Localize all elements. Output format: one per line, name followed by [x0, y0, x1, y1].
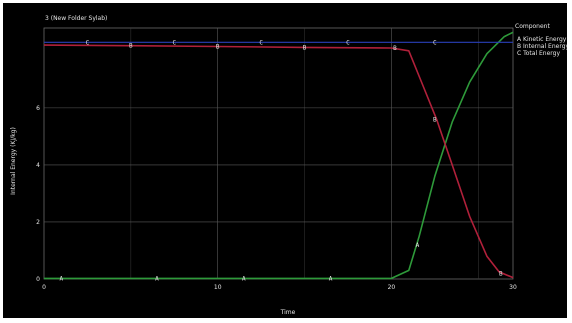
series-marker-C: C	[172, 39, 176, 46]
x-axis-label: Time	[280, 309, 296, 316]
series-marker-A: A	[60, 275, 64, 282]
x-tick-label: 10	[214, 284, 222, 291]
chart-title: 3 (New Folder Sylab)	[45, 15, 107, 22]
y-tick-label: 4	[36, 162, 40, 169]
series-marker-B: B	[216, 44, 220, 51]
x-tick-label: 0	[42, 284, 46, 291]
series-marker-B: B	[303, 44, 307, 51]
y-axis-label: Internal Energy (KJ/kg)	[10, 127, 17, 195]
series-marker-A: A	[242, 275, 246, 282]
series-marker-C: C	[346, 39, 350, 46]
series-marker-C: C	[433, 39, 437, 46]
y-tick-label: 6	[36, 105, 40, 112]
legend-entry: B Internal Energy	[517, 43, 567, 50]
energy-line-chart: C B C B C B C B C A A A A A B B 0 10 20 30 0 2 4 6 3 (New Fold…	[10, 15, 567, 316]
chart-panel: C B C B C B C B C A A A A A B B 0 10 20 30 0 2 4 6 3 (New Fold…	[3, 3, 567, 318]
y-tick-label: 0	[36, 276, 40, 283]
series-marker-A: A	[329, 275, 333, 282]
series-marker-A: A	[416, 242, 420, 249]
legend-entry: A Kinetic Energy	[517, 36, 567, 43]
x-tick-label: 20	[388, 284, 396, 291]
y-tick-label: 2	[36, 219, 40, 226]
series-line-A	[44, 31, 514, 280]
series-line-B	[43, 44, 514, 279]
series-lines	[43, 31, 514, 280]
series-marker-A: A	[155, 275, 159, 282]
x-tick-label: 30	[509, 284, 517, 291]
series-marker-B: B	[499, 270, 503, 277]
series-marker-B: B	[129, 43, 133, 50]
series-marker-B: B	[433, 116, 437, 123]
series-marker-C: C	[86, 39, 90, 46]
legend-title: Component	[515, 23, 550, 30]
tick-labels: 0 10 20 30 0 2 4 6	[36, 105, 517, 291]
series-markers: C B C B C B C B C A A A A A B B	[60, 39, 503, 282]
series-marker-C: C	[259, 39, 263, 46]
series-marker-B: B	[393, 45, 397, 52]
legend-entry: C Total Energy	[517, 50, 560, 57]
